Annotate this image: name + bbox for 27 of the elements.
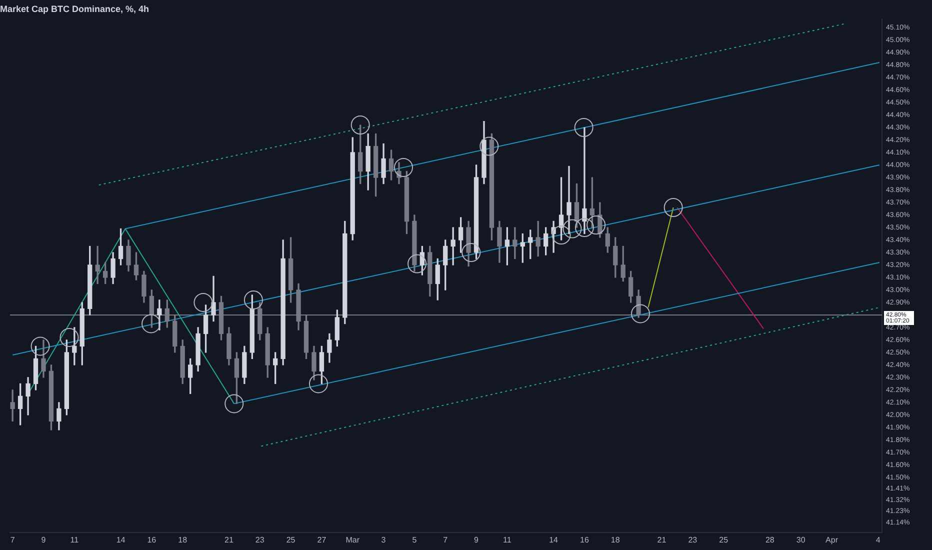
x-tick-label: 7 (10, 535, 16, 544)
x-tick-label: 18 (178, 535, 188, 544)
x-tick-label: 27 (317, 535, 327, 544)
x-tick-label: 9 (474, 535, 480, 544)
x-tick-label: 4 (876, 535, 881, 544)
x-tick-label: 18 (610, 535, 620, 544)
x-tick-label: Mar (346, 535, 360, 544)
x-tick-label: 23 (255, 535, 265, 544)
x-tick-label: 11 (503, 535, 512, 544)
x-tick-label: 5 (412, 535, 418, 544)
x-tick-label: 9 (41, 535, 46, 544)
x-tick-label: Apr (826, 535, 838, 544)
x-tick-label: 30 (796, 535, 806, 544)
x-tick-label: 25 (719, 535, 729, 544)
x-tick-label: 16 (580, 535, 590, 544)
x-tick-label: 11 (70, 535, 80, 544)
x-tick-label: 7 (443, 535, 448, 544)
x-tick-label: 14 (116, 535, 126, 544)
x-tick-label: 21 (657, 535, 667, 544)
x-tick-label: 14 (549, 535, 559, 544)
chart-title: Market Cap BTC Dominance, %, 4h (0, 4, 150, 14)
x-tick-label: 25 (286, 535, 296, 544)
x-tick-label: 21 (224, 535, 234, 544)
x-tick-label: 3 (381, 535, 386, 544)
x-tick-label: 16 (147, 535, 157, 544)
x-tick-label: 23 (688, 535, 698, 544)
x-tick-label: 28 (765, 535, 775, 544)
